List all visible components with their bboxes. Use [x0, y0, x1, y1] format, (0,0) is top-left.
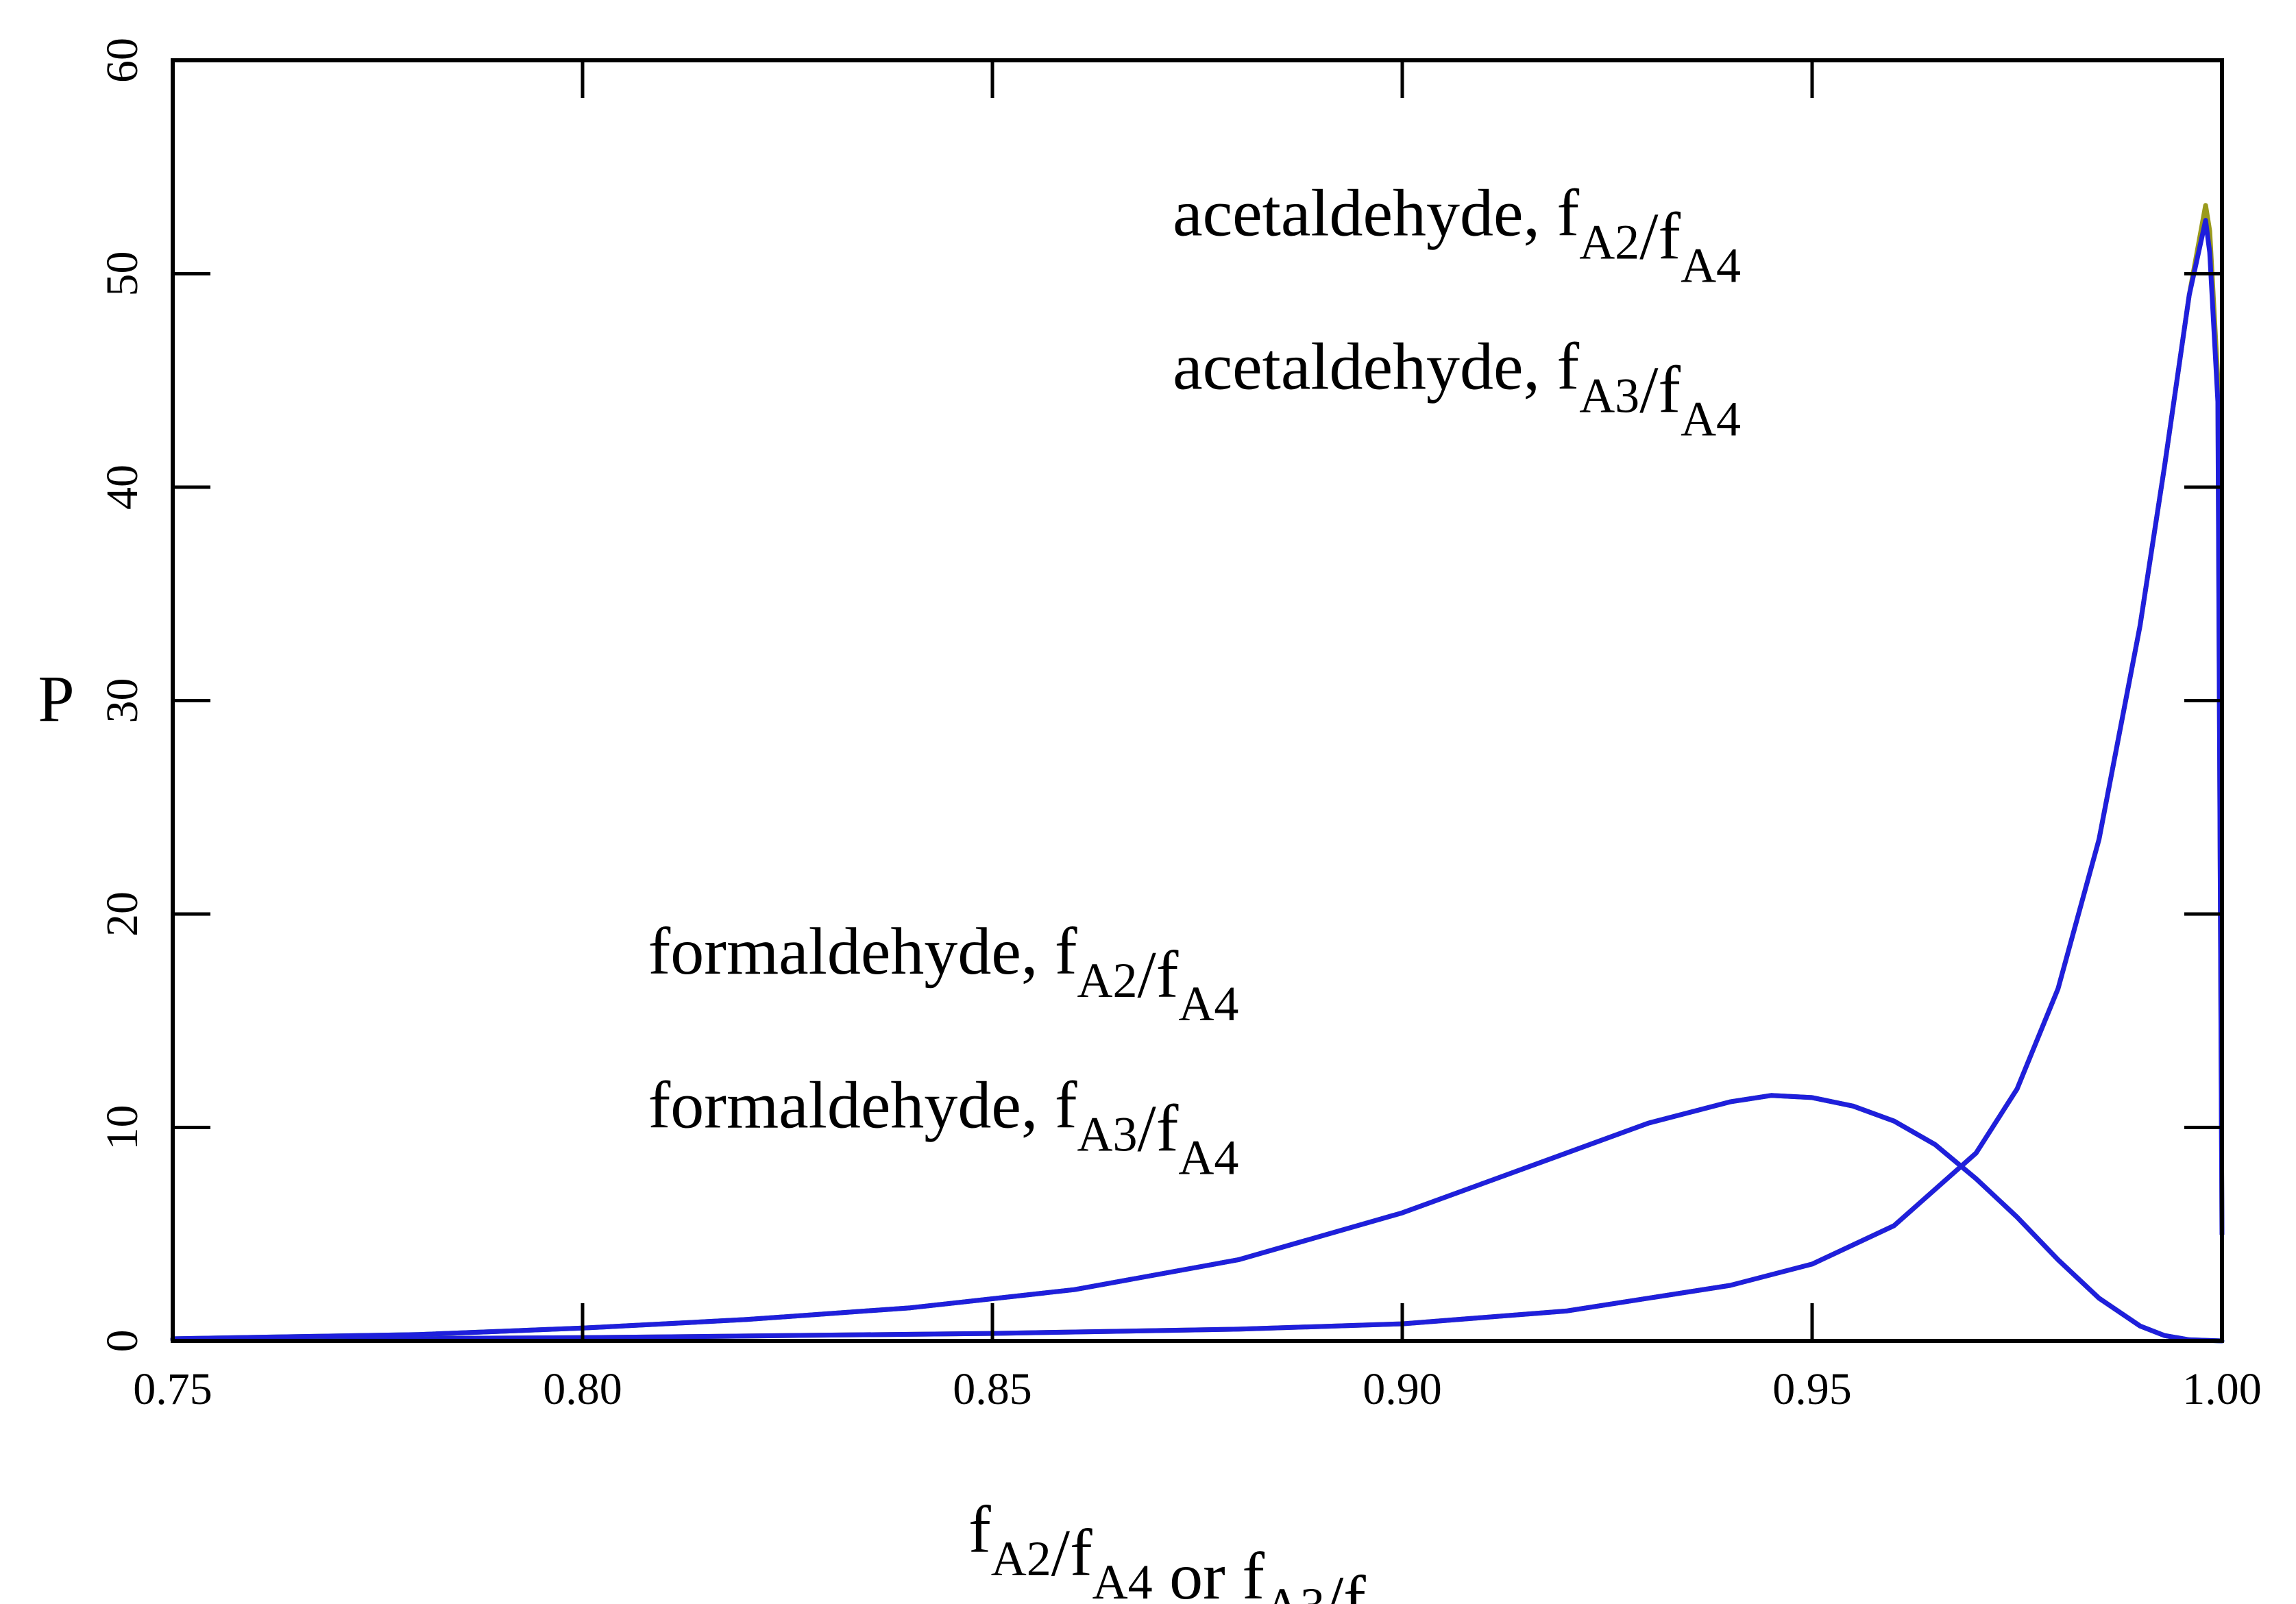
x-tick-label: 0.85 — [953, 1364, 1032, 1414]
label-text: /f — [1138, 1092, 1179, 1166]
label-subscript: A4 — [1178, 976, 1238, 1031]
label-text: /f — [1051, 1516, 1092, 1590]
label-text: or — [1153, 1540, 1243, 1604]
x-tick-label: 1.00 — [2182, 1364, 2262, 1414]
series-layer — [170, 203, 2225, 1344]
label-text: acetaldehyde, f — [1173, 176, 1579, 250]
label-text: f — [968, 1493, 991, 1567]
annotation-acet-f2: acetaldehyde, fA2/fA4 — [1173, 176, 1741, 293]
y-tick-label: 10 — [97, 1105, 147, 1150]
label-text: acetaldehyde, f — [1173, 330, 1579, 404]
label-text: /f — [1138, 938, 1179, 1012]
y-axis-label: P — [38, 663, 74, 736]
y-tick-label: 50 — [97, 251, 147, 297]
x-tick-label: 0.80 — [543, 1364, 622, 1414]
x-tick-labels: 0.75 0.80 0.85 0.90 0.95 1.00 — [133, 1364, 2262, 1414]
annotation-form-f2: formaldehyde, fA2/fA4 — [648, 915, 1239, 1031]
label-text: /f — [1325, 1563, 1366, 1604]
plot-frame — [171, 58, 2224, 1343]
y-tick-labels: 0 10 20 30 40 50 60 — [97, 38, 147, 1353]
y-tick-label: 30 — [97, 678, 147, 724]
annotation-acet-f3: acetaldehyde, fA3/fA4 — [1173, 330, 1741, 447]
x-tick-label: 0.90 — [1363, 1364, 1442, 1414]
series-line-3 — [170, 1093, 2225, 1344]
label-subscript: A3 — [1265, 1578, 1325, 1604]
label-text: formaldehyde, f — [648, 1069, 1077, 1143]
label-subscript: A2 — [991, 1531, 1051, 1586]
series-line-1 — [170, 218, 2225, 1342]
label-text: formaldehyde, f — [648, 915, 1077, 989]
label-text: /f — [1639, 354, 1681, 428]
label-text: /f — [1639, 199, 1681, 273]
label-subscript: A2 — [1077, 953, 1138, 1008]
label-text: f — [1242, 1540, 1265, 1604]
y-tick-label: 60 — [97, 38, 147, 83]
x-tick-label: 0.95 — [1772, 1364, 1852, 1414]
y-tick-label: 0 — [97, 1330, 147, 1353]
annotation-form-f3: formaldehyde, fA3/fA4 — [648, 1069, 1239, 1185]
label-subscript: A4 — [1092, 1555, 1153, 1604]
label-subscript: A3 — [1579, 369, 1639, 423]
x-tick-label: 0.75 — [133, 1364, 212, 1414]
label-subscript: A4 — [1366, 1601, 1426, 1604]
label-subscript: A3 — [1077, 1107, 1138, 1162]
label-subscript: A2 — [1579, 214, 1639, 269]
label-subscript: A4 — [1178, 1131, 1238, 1185]
label-subscript: A4 — [1681, 238, 1741, 293]
label-subscript: A4 — [1681, 392, 1741, 447]
y-tick-label: 40 — [97, 465, 147, 510]
y-tick-label: 20 — [97, 891, 147, 937]
x-axis-label: fA2/fA4 or fA3/fA4 — [968, 1493, 1426, 1604]
